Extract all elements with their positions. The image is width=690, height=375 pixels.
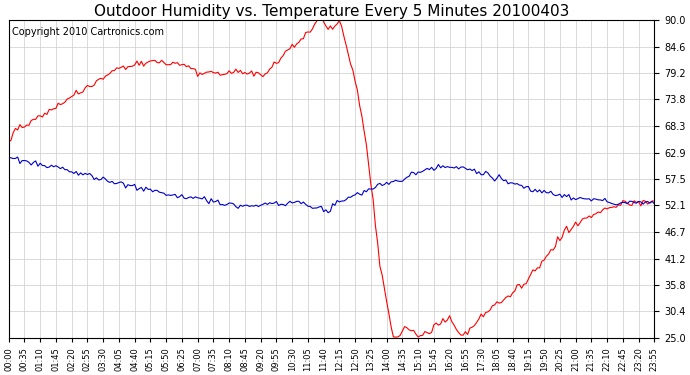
Title: Outdoor Humidity vs. Temperature Every 5 Minutes 20100403: Outdoor Humidity vs. Temperature Every 5… — [94, 4, 569, 19]
Text: Copyright 2010 Cartronics.com: Copyright 2010 Cartronics.com — [12, 27, 164, 37]
